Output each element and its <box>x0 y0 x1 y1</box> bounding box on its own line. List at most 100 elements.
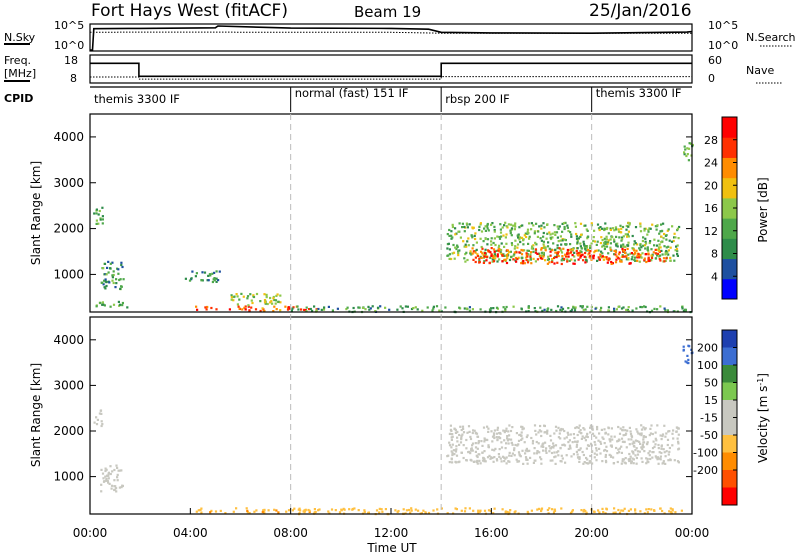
scatter-cell <box>583 461 586 464</box>
scatter-cell <box>628 459 631 463</box>
scatter-cell <box>549 236 552 239</box>
scatter-cell <box>587 462 590 465</box>
scatter-cell <box>235 507 238 510</box>
scatter-cell <box>602 241 606 245</box>
scatter-cell <box>540 227 543 230</box>
scatter-cell <box>526 462 529 465</box>
scatter-cell <box>463 257 466 260</box>
scatter-cell <box>553 262 556 265</box>
scatter-cell <box>603 247 606 251</box>
scatter-cell <box>509 429 513 433</box>
scatter-cell <box>623 461 626 464</box>
scatter-cell <box>480 250 483 253</box>
scatter-cell <box>582 427 585 430</box>
scatter-cell <box>586 237 589 240</box>
scatter-cell <box>650 254 653 257</box>
scatter-cell <box>666 251 669 254</box>
scatter-cell <box>646 233 649 236</box>
scatter-cell <box>641 445 644 448</box>
scatter-cell <box>506 257 509 260</box>
scatter-cell <box>605 227 608 231</box>
scatter-cell <box>219 509 222 512</box>
scatter-cell <box>540 251 543 254</box>
scatter-cell <box>651 451 654 454</box>
scatter-cell <box>520 431 523 434</box>
scatter-cell <box>671 432 674 435</box>
scatter-cell <box>101 222 104 225</box>
scatter-cell <box>552 242 555 245</box>
scatter-cell <box>660 447 663 450</box>
scatter-cell <box>617 508 620 512</box>
scatter-cell <box>558 247 561 250</box>
scatter-cell <box>247 304 250 307</box>
scatter-cell <box>649 240 652 243</box>
scatter-cell <box>638 260 641 263</box>
scatter-cell <box>569 433 572 436</box>
scatter-cell <box>371 305 374 308</box>
scatter-cell <box>687 147 691 150</box>
scatter-cell <box>97 222 100 225</box>
scatter-cell <box>594 307 597 310</box>
time-tick-label: 16:00 <box>474 526 509 540</box>
scatter-cell <box>654 225 657 228</box>
scatter-cell <box>100 424 103 428</box>
scatter-cell <box>621 247 624 250</box>
scatter-cell <box>513 228 516 231</box>
scatter-cell <box>579 253 582 256</box>
scatter-cell <box>432 307 435 310</box>
scatter-cell <box>114 286 117 289</box>
scatter-cell <box>627 225 630 228</box>
scatter-cell <box>250 306 253 309</box>
scatter-cell <box>487 229 490 232</box>
freq-right-label: Nave <box>746 64 774 77</box>
scatter-cell <box>236 295 239 298</box>
scatter-cell <box>503 460 506 463</box>
scatter-cell <box>554 462 557 465</box>
scatter-cell <box>305 306 308 309</box>
scatter-cell <box>508 511 511 514</box>
scatter-cell <box>542 235 545 238</box>
scatter-cell <box>666 229 669 232</box>
scatter-cell <box>455 247 458 251</box>
scatter-cell <box>116 473 119 476</box>
scatter-cell <box>618 447 621 450</box>
scatter-cell <box>513 247 516 250</box>
scatter-cell <box>551 508 554 511</box>
scatter-cell <box>546 262 549 265</box>
scatter-cell <box>575 232 578 236</box>
scatter-cell <box>467 237 470 240</box>
scatter-cell <box>634 251 637 254</box>
scatter-cell <box>632 452 635 455</box>
scatter-cell <box>379 305 382 308</box>
scatter-cell <box>493 250 496 253</box>
scatter-cell <box>527 306 530 309</box>
scatter-cell <box>665 252 668 255</box>
scatter-cell <box>576 241 579 244</box>
scatter-cell <box>451 451 454 454</box>
scatter-cell <box>200 511 203 514</box>
scatter-cell <box>645 442 649 445</box>
scatter-cell <box>658 243 661 246</box>
scatter-cell <box>620 245 623 248</box>
scatter-cell <box>557 240 560 243</box>
scatter-cell <box>613 240 616 243</box>
scatter-cell <box>527 310 530 313</box>
scatter-cell <box>481 252 484 255</box>
scatter-cell <box>540 247 543 250</box>
scatter-cell <box>604 222 607 225</box>
velocity-colorbar-band <box>722 382 737 401</box>
scatter-cell <box>647 452 650 455</box>
scatter-cell <box>457 251 460 254</box>
scatter-cell <box>659 254 662 257</box>
scatter-cell <box>600 428 603 431</box>
scatter-cell <box>499 223 502 226</box>
scatter-cell <box>482 456 485 459</box>
scatter-cell <box>104 280 107 283</box>
scatter-cell <box>643 229 646 232</box>
scatter-cell <box>654 437 657 440</box>
scatter-cell <box>648 450 651 453</box>
scatter-cell <box>484 460 487 463</box>
scatter-cell <box>554 251 557 254</box>
scatter-cell <box>224 512 227 515</box>
scatter-cell <box>269 296 272 300</box>
